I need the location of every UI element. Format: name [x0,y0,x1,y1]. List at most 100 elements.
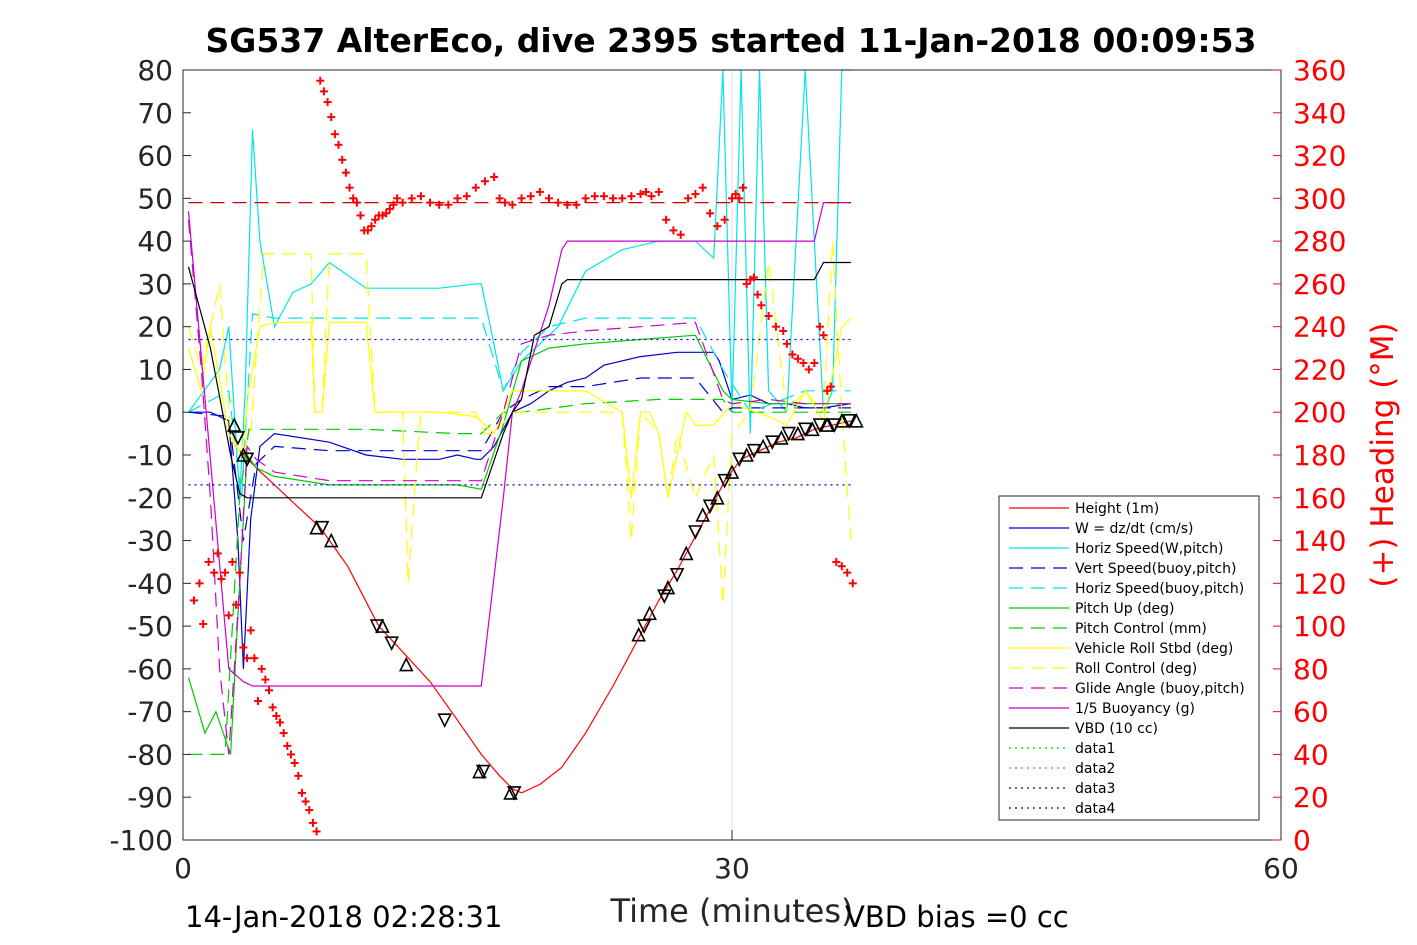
tick-label-left: 60 [137,140,173,173]
profile-marker [239,452,255,468]
tick-label-right: 180 [1293,439,1346,472]
legend-label: 1/5 Buoyancy (g) [1075,701,1195,717]
profile-marker [375,618,390,633]
legend-label: Roll Control (deg) [1075,661,1197,677]
legend: Height (1m) W = dz/dt (cm/s) Horiz Speed(W… [998,495,1260,821]
heading-point [793,354,802,363]
series-line-5 [188,313,851,498]
profile-marker [506,786,522,801]
heading-point [416,192,425,201]
heading-point [636,190,645,199]
plot-area [182,69,1282,841]
heading-point [462,192,471,201]
tick-label-left: 20 [137,311,173,344]
profile-marker [503,785,518,800]
series-line-10 [187,219,851,755]
heading-point [501,198,510,207]
heading-point [316,76,325,85]
profile-marker [398,656,414,672]
heading-point [327,113,336,122]
legend-label: data3 [1075,781,1115,797]
tick-label-right: 260 [1293,268,1346,301]
heading-point [210,568,219,577]
heading-point [330,130,339,139]
heading-point [535,187,544,196]
profile-marker [695,507,711,522]
y-axis-right: 3603403203002802602402202001801601401201… [1273,54,1346,857]
legend-item: data4 [1009,801,1116,817]
profile-marker [790,425,806,441]
legend-label: Glide Angle (buoy,pitch) [1075,681,1245,697]
heading-point [832,557,841,566]
heading-point [788,350,797,359]
heading-point [213,549,222,558]
heading-point [341,168,350,177]
legend-item: data1 [1009,741,1115,757]
heading-point [301,797,310,806]
profile-marker [226,417,242,432]
heading-point [435,200,444,209]
tick-label-left: -100 [109,824,173,857]
heading-point [713,222,722,231]
heading-point [407,194,416,203]
legend-box [998,495,1260,821]
tick-label-right: 300 [1293,182,1346,215]
profile-marker [678,545,694,561]
heading-point [189,596,198,605]
heading-point [349,194,358,203]
tick-label-x: 0 [174,852,192,885]
heading-point [371,215,380,224]
series-line-12 [187,261,851,499]
heading-point [453,194,462,203]
profile-marker [230,431,246,446]
heading-point [782,339,791,348]
tick-label-right: 20 [1293,781,1329,814]
tick-label-left: -80 [127,738,173,771]
heading-point [239,643,248,652]
heading-point [753,290,762,299]
heading-point [599,192,608,201]
legend-label: Vehicle Roll Stbd (deg) [1075,641,1233,657]
series-line-7 [188,398,851,756]
heading-point [810,359,819,368]
tick-label-right: 200 [1293,396,1346,429]
heading-point [254,696,263,705]
profile-marker [849,412,864,428]
heading-point [356,211,365,220]
heading-point [581,194,590,203]
profile-marker [717,473,732,489]
tick-label-right: 280 [1293,225,1346,258]
footer-timestamp: 14-Jan-2018 02:28:31 [185,900,502,934]
heading-layer [188,76,857,836]
heading-point [837,562,846,571]
heading-point [385,205,394,214]
legend-item: Height (1m) [1009,501,1159,517]
heading-point [684,194,693,203]
heading-point [826,382,835,391]
heading-point [363,226,372,235]
tick-label-right: 160 [1293,482,1346,515]
heading-point [243,654,252,663]
heading-point [654,187,663,196]
profile-marker [797,422,813,438]
legend-label: Horiz Speed(W,pitch) [1075,541,1223,557]
tick-label-right: 80 [1293,653,1329,686]
heading-point [235,568,244,577]
chart-title: SG537 AlterEco, dive 2395 started 11-Jan… [205,21,1256,60]
profile-marker [472,763,487,779]
heading-point [272,711,281,720]
series-layer [187,69,852,794]
tick-label-right: 320 [1293,140,1346,173]
legend-item: 1/5 Buoyancy (g) [1009,701,1195,717]
profile-marker [724,464,740,479]
tick-label-right: 140 [1293,525,1346,558]
tick-label-left: -40 [127,567,173,600]
heading-point [471,183,480,192]
tick-label-left: -50 [127,610,173,643]
heading-point [286,750,295,759]
heading-point [232,600,241,609]
heading-point [338,155,347,164]
heading-point [609,194,618,203]
heading-point [738,183,747,192]
